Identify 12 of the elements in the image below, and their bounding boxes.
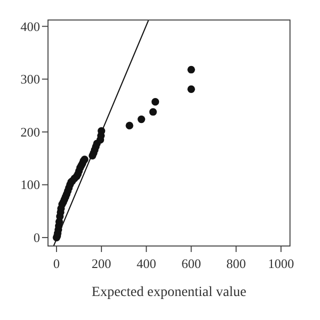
x-tick-label: 800 <box>226 256 246 271</box>
y-tick-label: 300 <box>20 72 40 87</box>
y-tick-label: 100 <box>20 177 40 192</box>
y-tick-label: 400 <box>20 18 40 34</box>
x-axis-title: Expected exponential value <box>92 285 246 300</box>
y-tick-label: 0 <box>34 230 40 246</box>
x-tick-label: 600 <box>181 256 201 271</box>
x-tick-label: 200 <box>92 256 112 271</box>
x-tick-label: 1000 <box>268 256 294 271</box>
y-tick-label: 200 <box>20 124 40 140</box>
x-tick-label: 400 <box>136 256 156 271</box>
x-tick-label: 0 <box>53 256 60 271</box>
